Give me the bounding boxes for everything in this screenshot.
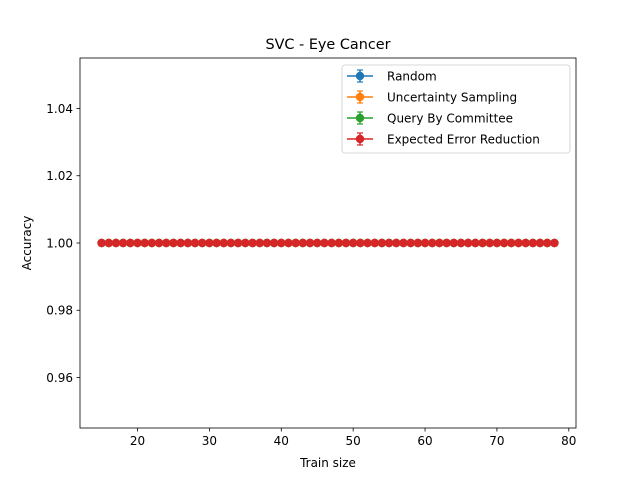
legend-marker [355, 92, 365, 102]
data-point-expected-error-reduction [485, 238, 494, 248]
x-tick-label: 40 [274, 434, 289, 448]
data-point-expected-error-reduction [449, 238, 458, 248]
data-point-expected-error-reduction [205, 238, 214, 248]
data-point-expected-error-reduction [320, 238, 329, 248]
data-point-expected-error-reduction [176, 238, 185, 248]
data-point-expected-error-reduction [298, 238, 308, 248]
data-point-expected-error-reduction [162, 238, 171, 248]
series-layer [97, 238, 559, 248]
data-point-expected-error-reduction [291, 238, 300, 248]
y-axis-label: Accuracy [20, 216, 34, 271]
data-point-expected-error-reduction [392, 238, 401, 248]
data-point-expected-error-reduction [248, 238, 257, 248]
data-point-expected-error-reduction [190, 238, 200, 248]
data-point-expected-error-reduction [269, 238, 279, 248]
data-point-expected-error-reduction [212, 238, 221, 248]
legend-marker [355, 71, 365, 81]
data-point-expected-error-reduction [413, 238, 423, 248]
legend: Random Uncertainty Sampling Query By Commi… [341, 64, 571, 154]
chart-title: SVC - Eye Cancer [265, 37, 390, 53]
data-point-expected-error-reduction [262, 238, 272, 248]
data-point-expected-error-reduction [118, 238, 128, 248]
data-point-expected-error-reduction [370, 238, 379, 248]
y-tick-label: 0.96 [46, 371, 73, 385]
data-point-expected-error-reduction [550, 238, 559, 248]
data-point-expected-error-reduction [97, 238, 106, 248]
x-tick-label: 70 [489, 434, 504, 448]
data-point-expected-error-reduction [356, 238, 365, 248]
data-point-expected-error-reduction [463, 238, 473, 248]
x-tick-label: 60 [417, 434, 432, 448]
data-point-expected-error-reduction [543, 238, 552, 248]
data-point-expected-error-reduction [334, 238, 343, 248]
data-point-expected-error-reduction [348, 238, 358, 248]
data-point-expected-error-reduction [507, 238, 516, 248]
data-point-expected-error-reduction [471, 238, 480, 248]
data-point-expected-error-reduction [435, 238, 444, 248]
data-point-expected-error-reduction [226, 238, 236, 248]
data-point-expected-error-reduction [363, 238, 372, 248]
legend-label: Uncertainty Sampling [387, 90, 517, 104]
legend-label: Expected Error Reduction [387, 132, 540, 146]
data-point-expected-error-reduction [528, 238, 538, 248]
data-point-expected-error-reduction [284, 238, 293, 248]
data-point-expected-error-reduction [341, 238, 351, 248]
data-point-expected-error-reduction [104, 238, 113, 248]
y-tick-label: 1.04 [46, 102, 73, 116]
data-point-expected-error-reduction [313, 238, 322, 248]
data-point-expected-error-reduction [147, 238, 157, 248]
data-point-expected-error-reduction [384, 238, 394, 248]
data-point-expected-error-reduction [420, 238, 430, 248]
x-tick-label: 50 [346, 434, 361, 448]
data-point-expected-error-reduction [255, 238, 264, 248]
x-axis-label: Train size [299, 456, 356, 470]
data-point-expected-error-reduction [305, 238, 315, 248]
data-point-expected-error-reduction [327, 238, 336, 248]
data-point-expected-error-reduction [456, 238, 466, 248]
y-axis: 0.96 0.98 1.00 1.02 1.04 [46, 102, 80, 385]
data-point-expected-error-reduction [442, 238, 451, 248]
legend-marker [355, 134, 365, 144]
data-point-expected-error-reduction [169, 238, 178, 248]
data-point-expected-error-reduction [133, 238, 142, 248]
data-point-expected-error-reduction [377, 238, 387, 248]
data-point-expected-error-reduction [406, 238, 415, 248]
x-tick-label: 80 [561, 434, 576, 448]
data-point-expected-error-reduction [428, 238, 437, 248]
x-axis: 20 30 40 50 60 70 80 [130, 428, 576, 448]
data-point-expected-error-reduction [219, 238, 228, 248]
data-point-expected-error-reduction [198, 238, 207, 248]
data-point-expected-error-reduction [499, 238, 509, 248]
data-point-expected-error-reduction [521, 238, 530, 248]
y-tick-label: 1.00 [46, 236, 73, 250]
data-point-expected-error-reduction [399, 238, 408, 248]
y-tick-label: 0.98 [46, 304, 73, 318]
data-point-expected-error-reduction [111, 238, 121, 248]
legend-box [341, 64, 571, 154]
data-point-expected-error-reduction [233, 238, 243, 248]
data-point-expected-error-reduction [492, 238, 502, 248]
series-expected-error-reduction [97, 238, 559, 248]
legend-label: Query By Committee [387, 111, 513, 125]
data-point-expected-error-reduction [126, 238, 135, 248]
data-point-expected-error-reduction [478, 238, 487, 248]
x-tick-label: 30 [202, 434, 217, 448]
data-point-expected-error-reduction [140, 238, 149, 248]
y-tick-label: 1.02 [46, 169, 73, 183]
data-point-expected-error-reduction [154, 238, 164, 248]
data-point-expected-error-reduction [514, 238, 523, 248]
x-tick-label: 20 [130, 434, 145, 448]
data-point-expected-error-reduction [183, 238, 193, 248]
legend-label: Random [387, 69, 437, 83]
legend-marker [355, 113, 365, 123]
data-point-expected-error-reduction [277, 238, 286, 248]
data-point-expected-error-reduction [241, 238, 250, 248]
data-point-expected-error-reduction [535, 238, 545, 248]
